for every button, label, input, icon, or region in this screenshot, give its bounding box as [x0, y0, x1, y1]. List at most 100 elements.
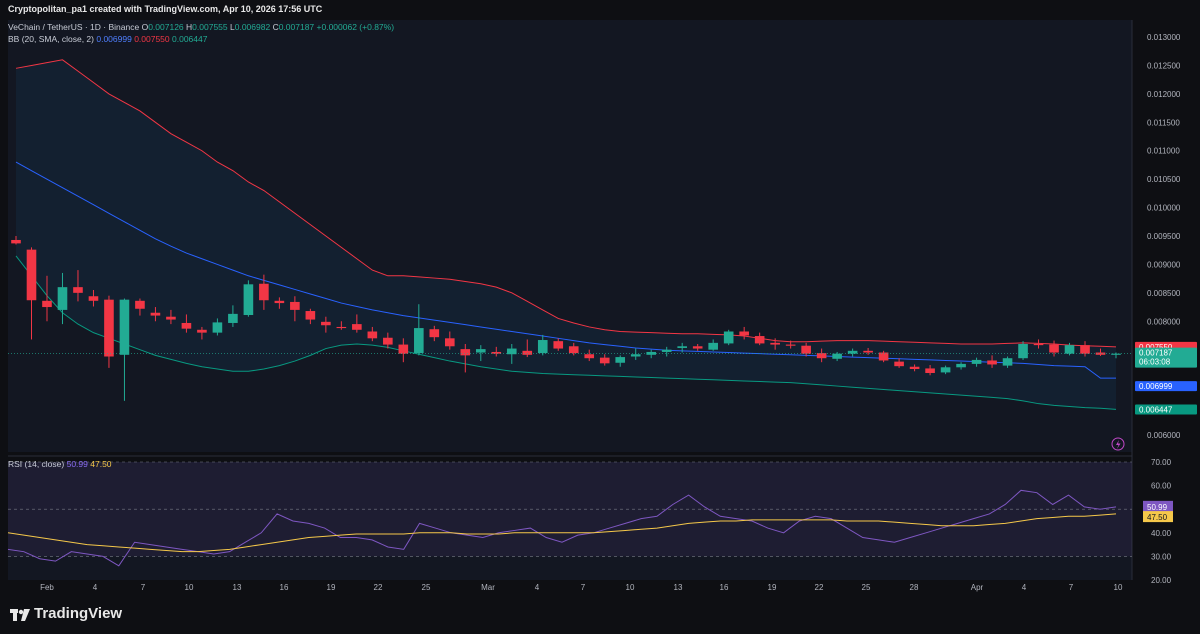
candle-body [987, 360, 997, 365]
candle [290, 296, 300, 322]
candle-body [754, 336, 765, 344]
candle-body [460, 349, 471, 356]
x-axis-label: Feb [40, 583, 54, 592]
candle [987, 355, 997, 368]
candle [1033, 339, 1044, 349]
candle [26, 247, 37, 340]
candle-body [1049, 344, 1059, 353]
candle [568, 342, 579, 356]
candle-body [290, 301, 300, 310]
candle [73, 270, 83, 302]
x-axis-label: 22 [374, 583, 383, 592]
candle [894, 358, 904, 368]
candle [940, 365, 951, 375]
candle-body [1111, 353, 1121, 355]
candle [506, 344, 517, 364]
candle [414, 304, 424, 356]
bb-upper-line [15, 59, 1117, 348]
brand-name: TradingView [34, 605, 123, 622]
candle [57, 272, 68, 325]
candle [460, 344, 471, 373]
candle [166, 309, 176, 325]
candle-body [971, 359, 982, 364]
candle-body [599, 357, 610, 364]
candle [1064, 342, 1075, 356]
x-axis-label: 16 [720, 583, 729, 592]
candle [445, 331, 455, 350]
x-axis-label: Mar [481, 583, 495, 592]
badge-text: 0.006999 [1139, 382, 1173, 391]
candle [832, 351, 842, 362]
x-axis-label: 25 [862, 583, 871, 592]
candle [522, 339, 533, 358]
candle [739, 326, 749, 340]
x-axis-label: 28 [910, 583, 919, 592]
candle [274, 297, 285, 309]
rsi-legend[interactable]: RSI (14, close) 50.99 47.50 [8, 459, 112, 469]
candle-body [445, 338, 455, 347]
x-axis-label: 10 [1114, 583, 1123, 592]
candle-body [398, 344, 409, 354]
bb-basis-value: 0.006999 [96, 34, 132, 44]
low-value: 0.006982 [234, 22, 271, 32]
price-tick-label: 0.012000 [1147, 90, 1181, 99]
candle [259, 274, 269, 310]
price-tick-label: 0.008000 [1147, 317, 1181, 326]
candle [537, 334, 548, 356]
bb-lower-value: 0.006447 [172, 34, 208, 44]
price-tick-label: 0.013000 [1147, 33, 1181, 42]
candle-body [878, 352, 889, 361]
price-tick-label: 0.006000 [1147, 431, 1181, 440]
x-axis-label: 25 [422, 583, 431, 592]
candle-body [894, 361, 904, 367]
candle-body [661, 349, 672, 352]
candle-body [305, 311, 316, 320]
rsi-ma-value: 47.50 [90, 459, 112, 469]
candle-body [537, 340, 548, 354]
price-badge: 0.006447 [1135, 404, 1197, 415]
candle [847, 348, 858, 357]
candle [197, 326, 207, 340]
badge-bg [1135, 404, 1197, 415]
rsi-ma-badge-text: 47.50 [1147, 513, 1168, 522]
candle-body [212, 322, 223, 333]
rsi-label: RSI (14, close) [8, 459, 65, 469]
candle-body [1002, 358, 1013, 366]
candle [1018, 341, 1028, 360]
x-axis-label: 7 [141, 583, 146, 592]
tradingview-brand[interactable]: TradingView [10, 605, 122, 622]
candle-body [925, 368, 935, 373]
candle [909, 364, 920, 372]
bb-legend[interactable]: BB (20, SMA, close, 2) 0.006999 0.007550… [8, 34, 207, 44]
price-tick-label: 0.010000 [1147, 204, 1181, 213]
price-tick-label: 0.012500 [1147, 61, 1181, 70]
candle [475, 345, 486, 362]
candle-body [243, 284, 254, 316]
candle-body [491, 351, 502, 354]
countdown-text: 06:03:08 [1139, 358, 1171, 367]
candle-body [785, 344, 796, 346]
badge-bg [1135, 381, 1197, 392]
candle-body [568, 346, 579, 354]
x-axis-label: 19 [768, 583, 777, 592]
candle [367, 326, 378, 342]
candle-body [11, 239, 21, 244]
rsi-tick-label: 60.00 [1151, 482, 1172, 491]
change-value: +0.000062 (+0.87%) [316, 22, 395, 32]
candle [305, 308, 316, 325]
rsi-tick-label: 40.00 [1151, 529, 1172, 538]
x-axis-label: 4 [93, 583, 98, 592]
rsi-tick-label: 30.00 [1151, 552, 1172, 561]
candle-body [352, 324, 362, 330]
bb-upper-value: 0.007550 [134, 34, 170, 44]
price-tick-label: 0.009500 [1147, 232, 1181, 241]
candle-body [321, 321, 331, 326]
bb-lower-line [15, 255, 1117, 410]
candle-body [863, 350, 873, 353]
candle [398, 338, 409, 363]
candle [723, 329, 734, 346]
candle [181, 314, 192, 333]
candle-body [42, 300, 52, 308]
symbol-name[interactable]: VeChain / TetherUS · 1D · Binance [8, 22, 140, 32]
